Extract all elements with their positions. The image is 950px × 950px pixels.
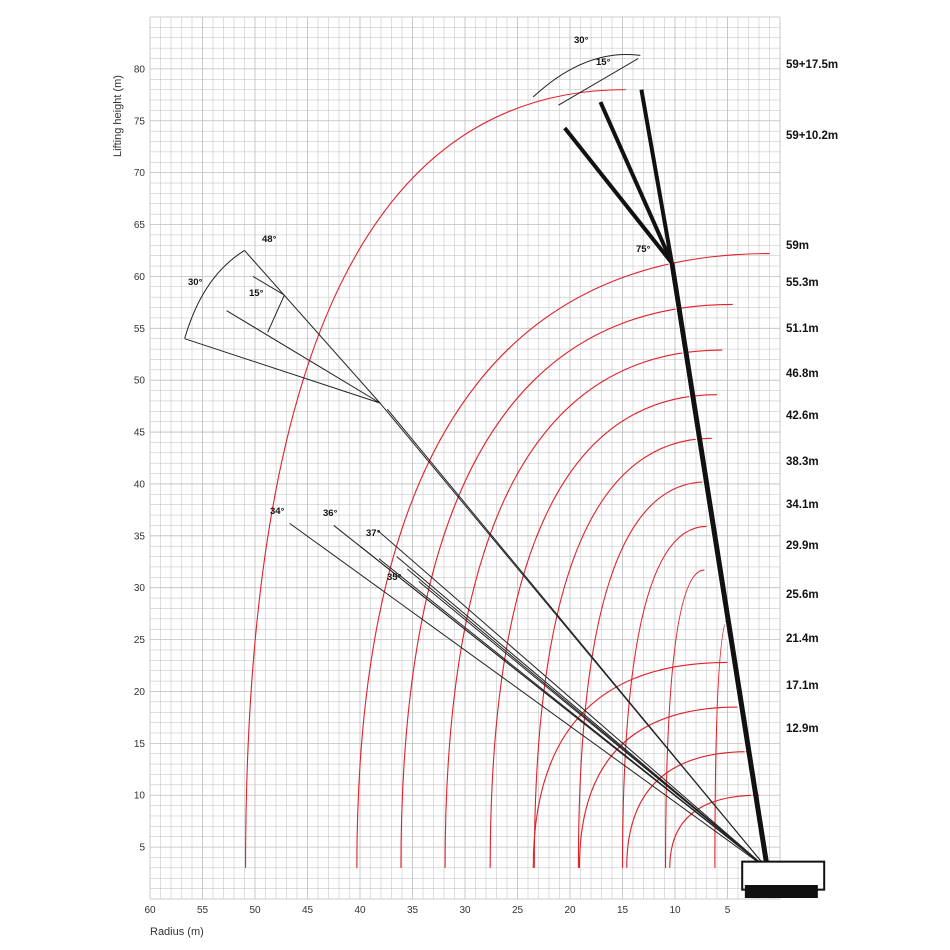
angle-line — [289, 522, 768, 870]
jib-line — [244, 250, 381, 404]
angle-label: 36° — [323, 508, 338, 519]
grid-lines — [149, 16, 781, 900]
angle-label: 48° — [262, 234, 277, 245]
x-tick-label: 35 — [407, 905, 419, 916]
boom-length-label: 34.1m — [786, 499, 819, 511]
boom-length-label: 59+10.2m — [786, 130, 838, 142]
angle-line — [378, 558, 768, 870]
range-arc — [444, 349, 723, 868]
y-tick-label: 75 — [134, 116, 146, 127]
y-tick-label: 5 — [139, 843, 145, 854]
angle-label: 30° — [574, 35, 589, 46]
boom-length-label: 17.1m — [786, 680, 819, 692]
boom-length-label: 29.9m — [786, 540, 819, 552]
jib-angle-arc — [184, 250, 245, 339]
x-tick-label: 5 — [725, 905, 731, 916]
jib-angle-arc — [532, 54, 641, 98]
y-tick-label: 55 — [134, 324, 146, 335]
y-tick-label: 20 — [134, 687, 146, 698]
range-arc — [356, 253, 770, 868]
y-tick-label: 35 — [134, 531, 146, 542]
boom-length-label: 59+17.5m — [786, 59, 838, 71]
boom-length-label: 25.6m — [786, 589, 819, 601]
boom-length-label: 12.9m — [786, 723, 819, 735]
upper-jib-boom — [598, 101, 674, 264]
range-arc — [577, 481, 707, 868]
x-tick-label: 30 — [459, 905, 471, 916]
jib-line — [184, 338, 381, 404]
y-tick-label: 15 — [134, 739, 146, 750]
angle-label: 37° — [366, 528, 381, 539]
angle-label: 15° — [596, 57, 611, 68]
main-boom — [669, 262, 770, 870]
angle-label: 30° — [188, 277, 203, 288]
boom-lattice — [668, 262, 826, 899]
x-tick-label: 10 — [669, 905, 681, 916]
boom-length-label: 42.6m — [786, 410, 819, 422]
range-arc — [533, 437, 712, 868]
x-tick-label: 25 — [512, 905, 524, 916]
jib-line — [226, 310, 381, 404]
range-arc — [621, 525, 707, 868]
main-boom-inner — [668, 262, 764, 870]
boom-length-labels: 59+17.5m 59+10.2m 59m 55.3m 51.1m 46.8m 42.6m 3… — [188, 35, 838, 735]
x-tick-label: 55 — [197, 905, 209, 916]
y-axis-label: Lifting height (m) — [112, 75, 124, 157]
boom-length-label: 46.8m — [786, 368, 819, 380]
angle-label: 35° — [387, 572, 402, 583]
y-tick-label: 50 — [134, 376, 146, 387]
x-tick-label: 50 — [249, 905, 261, 916]
boom-length-label: 21.4m — [786, 633, 819, 645]
y-tick-label: 45 — [134, 428, 146, 439]
range-arc — [245, 89, 626, 868]
boom-length-label: 38.3m — [786, 456, 819, 468]
crane-tracks — [744, 885, 818, 899]
y-tick-label: 30 — [134, 583, 146, 594]
x-tick-label: 40 — [354, 905, 366, 916]
x-tick-label: 15 — [617, 905, 629, 916]
angle-lines — [184, 54, 768, 870]
range-arc — [626, 751, 749, 868]
y-tick-label: 25 — [134, 635, 146, 646]
y-tick-label: 80 — [134, 64, 146, 75]
upper-jib-boom — [639, 89, 674, 264]
angle-line — [377, 530, 768, 870]
angle-line — [418, 581, 768, 870]
y-tick-label: 70 — [134, 168, 146, 179]
jib-angle-arc — [252, 275, 285, 333]
axis-ticks: 60 55 50 45 40 35 30 25 20 15 10 551015202530354045… — [134, 64, 731, 916]
angle-label: 34° — [270, 506, 285, 517]
boom-length-label: 59m — [786, 240, 809, 252]
y-tick-label: 65 — [134, 220, 146, 231]
range-arc — [669, 794, 760, 868]
range-arc — [665, 569, 705, 868]
range-arc — [578, 706, 739, 868]
y-tick-label: 60 — [134, 272, 146, 283]
y-tick-label: 40 — [134, 479, 146, 490]
x-axis-label: Radius (m) — [150, 926, 204, 938]
angle-label: 15° — [249, 288, 264, 299]
y-tick-label: 10 — [134, 791, 146, 802]
x-tick-label: 20 — [564, 905, 576, 916]
range-arcs — [245, 89, 770, 868]
range-arc — [489, 394, 718, 868]
angle-label: 75° — [636, 244, 651, 255]
boom-length-label: 55.3m — [786, 277, 819, 289]
x-tick-label: 60 — [144, 905, 156, 916]
upper-jib-boom — [563, 126, 674, 265]
angle-line — [386, 408, 768, 870]
boom-length-label: 51.1m — [786, 323, 819, 335]
range-arc — [400, 303, 733, 868]
jib-angle-arc — [558, 58, 639, 106]
x-tick-label: 45 — [302, 905, 314, 916]
